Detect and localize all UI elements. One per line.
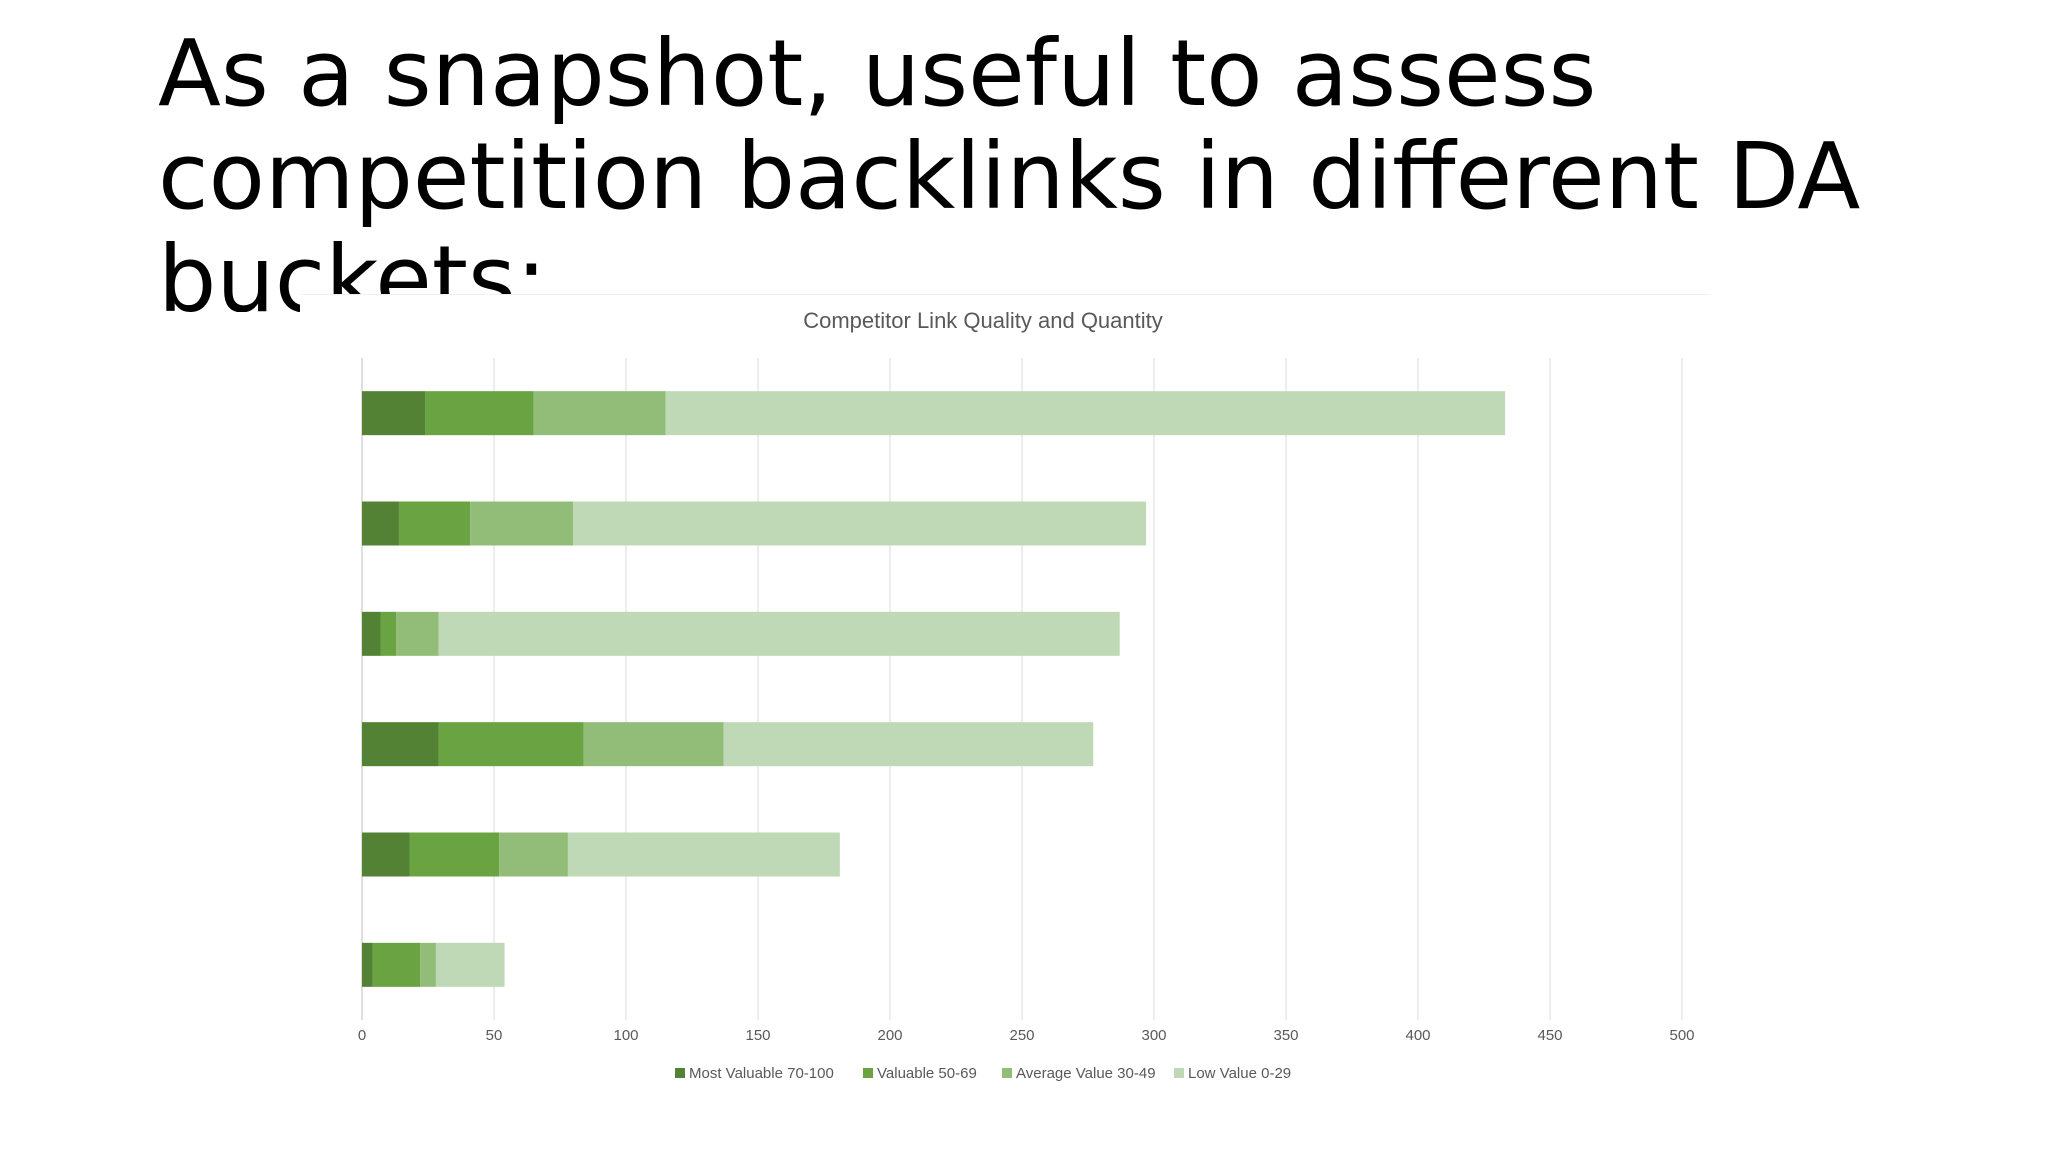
legend-label: Valuable 50-69 [877, 1065, 977, 1082]
legend-swatch [1174, 1068, 1184, 1078]
x-axis-ticks: 0 50 100 150 200 250 300 350 400 450 500 [358, 1027, 1695, 1044]
bars [362, 391, 1506, 987]
bar-segment [380, 611, 397, 656]
bar-chart: Competitor Link Quality and Quantity 0 50… [300, 294, 1710, 1082]
bar-segment [362, 942, 373, 987]
legend-label: Most Valuable 70-100 [689, 1065, 834, 1082]
gridlines [361, 358, 1683, 1020]
legend-swatch [1002, 1068, 1012, 1078]
legend-swatch [863, 1068, 873, 1078]
bar-segment [583, 722, 724, 767]
legend-swatch [675, 1068, 685, 1078]
slide-title: As a snapshot, useful to assess competit… [158, 22, 1861, 312]
x-tick-label: 100 [613, 1027, 638, 1044]
bar-segment [398, 501, 471, 546]
bar-segment [573, 501, 1147, 546]
x-tick-label: 250 [1009, 1027, 1034, 1044]
bar-segment [665, 391, 1506, 436]
bar-segment [435, 942, 505, 987]
x-tick-label: 0 [358, 1027, 366, 1044]
x-tick-label: 500 [1669, 1027, 1694, 1044]
bar-segment [362, 501, 399, 546]
bar-segment [362, 722, 439, 767]
bar-segment [438, 722, 584, 767]
bar-segment [372, 942, 421, 987]
bar-segment [499, 832, 568, 877]
legend-label: Average Value 30-49 [1016, 1065, 1156, 1082]
x-tick-label: 450 [1537, 1027, 1562, 1044]
bar-segment [533, 391, 666, 436]
bar-segment [438, 611, 1120, 656]
x-tick-label: 200 [877, 1027, 902, 1044]
bar-segment [362, 611, 381, 656]
bar-segment [567, 832, 840, 877]
bar-segment [425, 391, 534, 436]
chart-area: Competitor Link Quality and Quantity 0 50… [300, 294, 1710, 1114]
legend-label: Low Value 0-29 [1188, 1065, 1291, 1082]
chart-title: Competitor Link Quality and Quantity [803, 308, 1163, 333]
x-tick-label: 300 [1141, 1027, 1166, 1044]
bar-segment [723, 722, 1094, 767]
bar-segment [409, 832, 500, 877]
x-tick-label: 50 [486, 1027, 503, 1044]
bar-segment [420, 942, 436, 987]
x-tick-label: 150 [745, 1027, 770, 1044]
bar-segment [362, 832, 410, 877]
x-tick-label: 350 [1273, 1027, 1298, 1044]
x-tick-label: 400 [1405, 1027, 1430, 1044]
bar-segment [362, 391, 426, 436]
bar-segment [396, 611, 439, 656]
bar-segment [470, 501, 574, 546]
legend: Most Valuable 70-100 Valuable 50-69 Averag… [675, 1065, 1291, 1082]
